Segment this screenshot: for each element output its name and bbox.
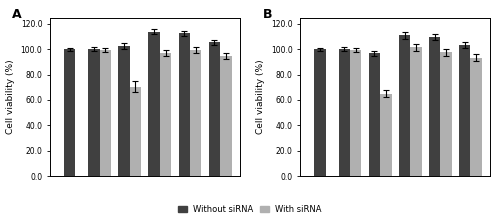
Bar xyxy=(88,49,100,176)
Bar xyxy=(220,56,232,176)
Bar xyxy=(338,49,350,176)
Bar xyxy=(178,33,190,176)
Bar xyxy=(100,50,111,176)
Y-axis label: Cell viability (%): Cell viability (%) xyxy=(6,59,15,134)
Y-axis label: Cell viability (%): Cell viability (%) xyxy=(256,59,266,134)
Bar xyxy=(148,31,160,176)
Bar xyxy=(64,49,76,176)
Bar xyxy=(429,37,440,176)
Bar xyxy=(208,42,220,176)
Bar xyxy=(380,94,392,176)
Bar xyxy=(314,49,326,176)
Bar xyxy=(118,46,130,176)
Bar xyxy=(130,87,141,176)
Text: B: B xyxy=(262,8,272,21)
Bar xyxy=(470,57,482,176)
Bar xyxy=(459,45,470,176)
Bar xyxy=(368,53,380,176)
Bar xyxy=(399,35,410,176)
Text: A: A xyxy=(12,8,22,21)
Bar xyxy=(440,52,452,176)
Legend: Without siRNA, With siRNA: Without siRNA, With siRNA xyxy=(176,204,324,216)
Bar xyxy=(410,47,422,176)
Bar xyxy=(190,50,202,176)
Bar xyxy=(350,50,362,176)
Bar xyxy=(160,53,172,176)
